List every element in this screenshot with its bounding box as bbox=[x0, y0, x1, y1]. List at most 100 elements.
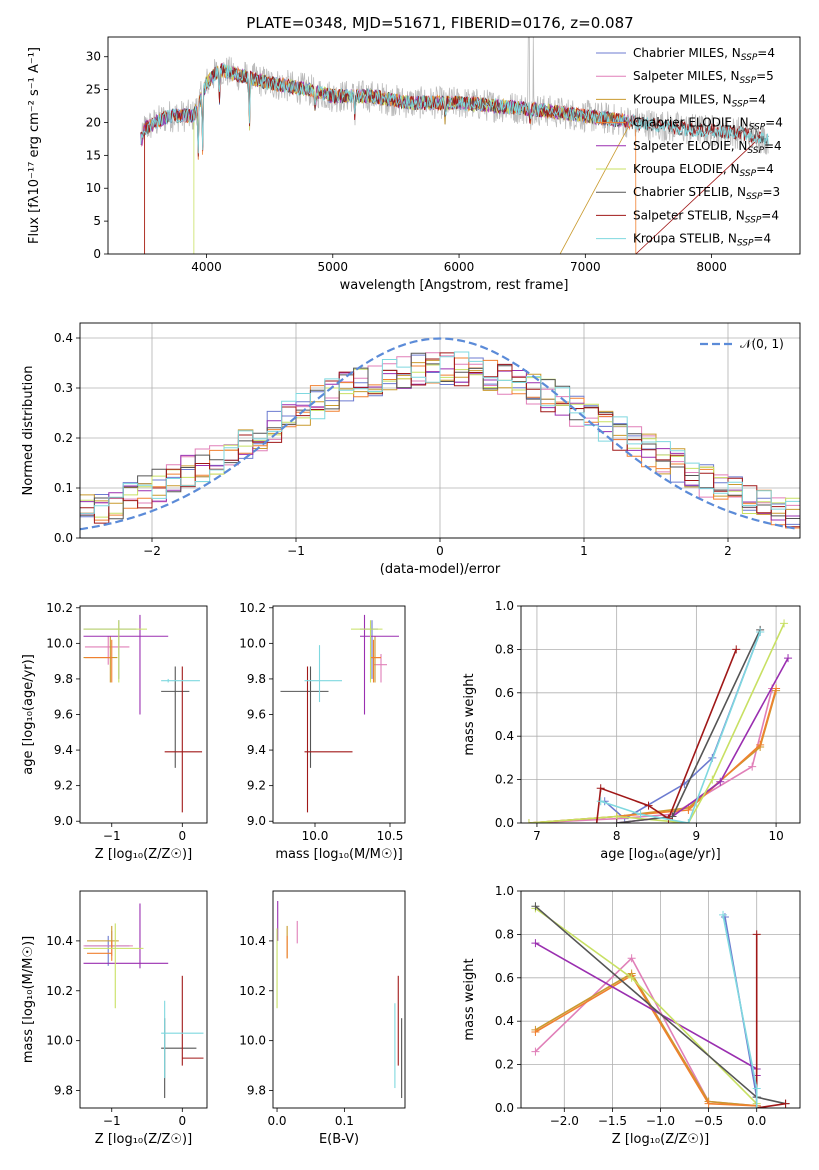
age_vs_mass-plot-area bbox=[280, 614, 399, 813]
mass_vs_Z-ylabel: mass [log₁₀(M/M☉)] bbox=[21, 936, 36, 1063]
mw_vs_age-point bbox=[592, 819, 601, 823]
age_vs_mass-errorbar bbox=[304, 645, 342, 703]
mass_vs_EBV-ytick-label: 10.4 bbox=[239, 934, 266, 948]
mw_vs_age-point bbox=[784, 654, 793, 663]
mw_vs_age-axes: 7 8 9 10 0.0 0.2 0.4 0.6 0.8 1.0 age [log₁₀(age/yr… bbox=[462, 599, 800, 862]
mass_vs_EBV-xtick-label: 0.0 bbox=[267, 1114, 286, 1128]
age_vs_Z-xtick-label: −1 bbox=[103, 829, 121, 843]
age_vs_Z-errorbar bbox=[164, 666, 203, 813]
mass_vs_Z-frame bbox=[79, 890, 208, 1109]
residuals-ytick-label: 0.1 bbox=[54, 481, 73, 495]
age_vs_Z-errorbar bbox=[83, 614, 169, 715]
mw_vs_age-point bbox=[708, 775, 717, 784]
age_vs_mass-axes: 10.0 10.5 9.0 9.2 9.4 9.6 9.8 10.0 10.2 mass [log… bbox=[239, 601, 403, 862]
age_vs_mass-ytick-label: 10.0 bbox=[239, 636, 266, 650]
mw_vs_age-frame bbox=[520, 605, 801, 824]
mass_vs_EBV-axes: 0.0 0.1 9.8 10.0 10.2 10.4 E(B-V) bbox=[239, 934, 359, 1147]
model-spectrum-line bbox=[140, 65, 630, 254]
legend-entry-sub: SSP bbox=[745, 215, 762, 225]
residuals-xtick-label: 2 bbox=[724, 544, 732, 558]
legend-entry-sub: SSP bbox=[747, 146, 764, 156]
mw_vs_age-ytick-label: 0.0 bbox=[495, 816, 514, 830]
legend-entry: Chabrier ELODIE, NSSP=4 bbox=[633, 116, 783, 133]
age_vs_mass-ytick-label: 10.2 bbox=[239, 601, 266, 615]
mw_vs_age-line bbox=[616, 629, 761, 823]
age_vs_mass-xtick-label: 10.5 bbox=[377, 829, 404, 843]
age_vs_Z-errorbar bbox=[84, 639, 113, 683]
mw_vs_Z-point bbox=[752, 930, 761, 939]
age_vs_Z-errorbar bbox=[161, 678, 200, 683]
legend-entry: Chabrier MILES, NSSP=4 bbox=[633, 46, 775, 63]
mw_vs_Z-ylabel: mass weight bbox=[462, 958, 477, 1040]
age_vs_mass-ytick-label: 9.8 bbox=[247, 672, 266, 686]
mw_vs_age-ytick-label: 0.2 bbox=[495, 773, 514, 787]
mass_vs_Z-plot-area bbox=[83, 903, 204, 1099]
legend-entry-name: Chabrier MILES, N bbox=[633, 46, 741, 60]
legend-entry-sub: SSP bbox=[737, 239, 754, 249]
spectrum-xtick-label: 8000 bbox=[696, 260, 727, 274]
mass_vs_EBV-frame bbox=[272, 890, 406, 1109]
mass_vs_EBV-xtick-label: 0.1 bbox=[335, 1114, 354, 1128]
mass_vs_Z-xtick-label: −1 bbox=[103, 1114, 121, 1128]
mw_vs_Z-ytick-label: 0.0 bbox=[495, 1101, 514, 1115]
mw_vs_age-point bbox=[612, 819, 621, 823]
age_vs_Z-frame bbox=[79, 605, 208, 824]
legend-entry-value: =4 bbox=[764, 139, 782, 153]
mw_vs_age-xtick-label: 8 bbox=[613, 829, 621, 843]
residuals-ytick-label: 0.2 bbox=[54, 431, 73, 445]
mw_vs_age-point bbox=[596, 784, 605, 793]
legend-entry-sub: SSP bbox=[746, 192, 763, 202]
mw_vs_Z-ytick-label: 0.4 bbox=[495, 1014, 514, 1028]
residuals-xtick-label: −2 bbox=[143, 544, 161, 558]
spectrum-xlabel: wavelength [Angstrom, rest frame] bbox=[340, 278, 569, 293]
mw_vs_Z-line bbox=[535, 942, 758, 1076]
legend-entry-name: Chabrier STELIB, N bbox=[633, 185, 746, 199]
legend-entry-value: =4 bbox=[756, 162, 774, 176]
age_vs_Z-ytick-label: 9.8 bbox=[54, 672, 73, 686]
mw_vs_age-ytick-label: 1.0 bbox=[495, 599, 514, 613]
legend-entry: Kroupa ELODIE, NSSP=4 bbox=[633, 162, 774, 179]
legend-entry-value: =3 bbox=[763, 185, 781, 199]
mw_vs_age-point bbox=[772, 684, 781, 693]
mw_vs_age-ytick-label: 0.4 bbox=[495, 729, 514, 743]
mw_vs_age-point bbox=[732, 645, 741, 654]
mass_vs_Z-xlabel: Z [log₁₀(Z/Z☉)] bbox=[95, 1132, 192, 1147]
mw_vs_Z-point bbox=[627, 973, 636, 982]
legend-entry-value: =4 bbox=[748, 92, 766, 106]
mw_vs_age-xlabel: age [log₁₀(age/yr)] bbox=[600, 847, 721, 862]
mw_vs_age-point bbox=[524, 819, 533, 823]
legend-entry-name: Kroupa ELODIE, N bbox=[633, 162, 740, 176]
age_vs_mass-ytick-label: 9.0 bbox=[247, 814, 266, 828]
mass_vs_Z-axes: −1 0 9.8 10.0 10.2 10.4 Z [log₁₀(Z/Z☉)] mass [l… bbox=[21, 934, 192, 1147]
mass_vs_Z-xtick-label: 0 bbox=[178, 1114, 186, 1128]
mw_vs_Z-ytick-label: 0.6 bbox=[495, 971, 514, 985]
model-spectrum-line bbox=[140, 63, 769, 154]
spectrum-ytick-label: 15 bbox=[86, 148, 101, 162]
age_vs_mass-ytick-label: 9.2 bbox=[247, 779, 266, 793]
age_vs_mass-errorbar bbox=[280, 666, 329, 768]
legend-entry-value: =4 bbox=[761, 208, 779, 222]
mw_vs_Z-line bbox=[534, 956, 757, 1107]
mw_vs_age-ytick-label: 0.8 bbox=[495, 642, 514, 656]
age_vs_Z-ytick-label: 9.6 bbox=[54, 708, 73, 722]
spectrum-ytick-label: 10 bbox=[86, 181, 101, 195]
legend-entry-name: Salpeter STELIB, N bbox=[633, 208, 745, 222]
mw_vs_Z-point bbox=[531, 939, 540, 948]
spectrum-xtick-label: 6000 bbox=[444, 260, 475, 274]
normal-legend-label: 𝒩(0, 1) bbox=[740, 337, 784, 351]
mw_vs_Z-point bbox=[531, 1047, 540, 1056]
age_vs_Z-ytick-label: 9.2 bbox=[54, 779, 73, 793]
mass_vs_EBV-ytick-label: 10.0 bbox=[239, 1034, 266, 1048]
model-spectrum-line bbox=[193, 65, 623, 254]
mass_vs_Z-errorbar bbox=[87, 925, 119, 949]
mw_vs_age-point bbox=[756, 628, 765, 637]
mass_vs_Z-errorbar bbox=[161, 1000, 204, 1079]
mw_vs_Z-xtick-label: 0.0 bbox=[747, 1114, 766, 1128]
mw_vs_age-point bbox=[756, 740, 765, 749]
legend-entry-value: =4 bbox=[753, 232, 771, 246]
mass_vs_Z-errorbar bbox=[181, 975, 204, 1066]
mass_vs_Z-errorbar bbox=[83, 903, 169, 969]
spectrum-ytick-label: 0 bbox=[93, 247, 101, 261]
